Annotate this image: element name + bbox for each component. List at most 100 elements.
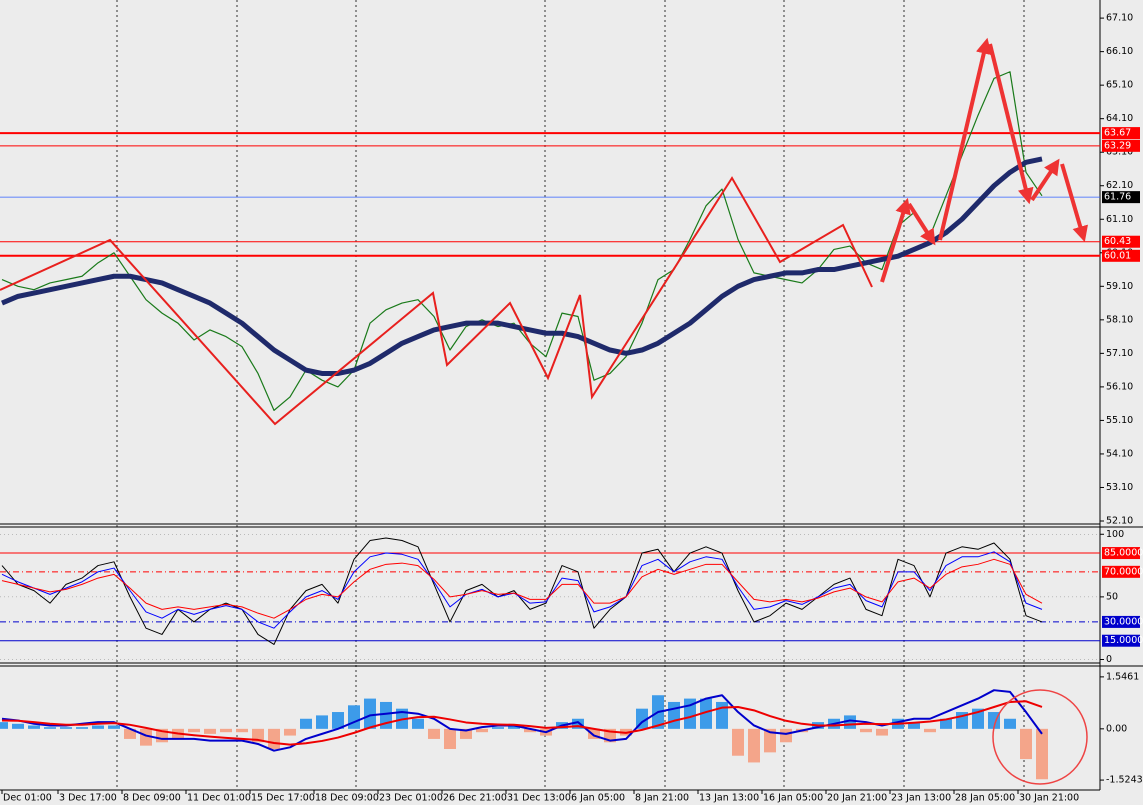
series-line (1, 558, 1043, 619)
y-tick-label: 65.10 (1106, 80, 1133, 91)
level-label-box (1102, 127, 1140, 140)
x-tick-label: 26 Dec 21:00 (443, 793, 507, 804)
histogram-bar (508, 725, 520, 729)
y-tick-label: 58.10 (1106, 314, 1133, 325)
y-tick-label: 50 (1106, 591, 1118, 602)
histogram-bar (108, 725, 120, 729)
histogram-bar (1036, 728, 1048, 780)
histogram-bar (780, 728, 792, 743)
histogram-bar (348, 705, 360, 729)
histogram-bar (908, 722, 920, 729)
level-label-box (1102, 565, 1140, 578)
histogram-bar (284, 728, 296, 736)
histogram-bar (1020, 728, 1032, 760)
y-tick-label: 59.10 (1106, 281, 1133, 292)
highlight-circle (992, 689, 1088, 785)
histogram-bar (732, 728, 744, 756)
histogram-bar (700, 698, 712, 729)
histogram-bar (444, 728, 456, 750)
x-tick-label: 23 Dec 01:00 (379, 793, 443, 804)
y-tick-label: 61.10 (1106, 214, 1133, 225)
level-label-box (1102, 235, 1140, 248)
histogram-bar (924, 728, 936, 733)
histogram-bar (716, 701, 728, 729)
period-separators (116, 0, 1025, 790)
y-tick-label: 55.10 (1106, 415, 1133, 426)
y-tick-label: 100 (1106, 529, 1124, 540)
plots: 52.10 53.10 54.10 55.10 56.10 57.10 58.10 59.10… (0, 13, 1143, 804)
y-tick-label: 53.10 (1106, 482, 1133, 493)
x-tick-label: 6 Jan 05:00 (571, 793, 625, 804)
histogram-bar (636, 708, 648, 729)
histogram-bar (268, 728, 280, 750)
level-label: 60.01 (1104, 250, 1131, 261)
x-tick-label: 3 Dec 17:00 (59, 793, 117, 804)
histogram-bar (668, 701, 680, 729)
x-tick-label: 30 Jan 21:00 (1019, 793, 1079, 804)
x-tick-label: 16 Jan 05:00 (763, 793, 823, 804)
series-line (1, 700, 1043, 746)
histogram-bar (1004, 718, 1016, 729)
histogram-bar (188, 728, 200, 733)
y-tick-label: 63.10 (1106, 147, 1133, 158)
histogram-bar (12, 723, 24, 729)
level-label: 63.29 (1104, 140, 1131, 151)
y-tick-label: 0 (1106, 654, 1112, 665)
histogram-bar (44, 727, 56, 729)
histogram-bar (876, 728, 888, 736)
histogram-bar (860, 728, 872, 733)
x-tick-label: 11 Dec 01:00 (187, 793, 251, 804)
histogram-bar (140, 728, 152, 746)
x-tick-label: 28 Jan 05:00 (955, 793, 1015, 804)
histogram-bar (76, 727, 88, 729)
y-tick-label: 62.10 (1106, 180, 1133, 191)
histogram-bar (124, 728, 136, 739)
histogram-bar (28, 725, 40, 729)
y-tick-label: -1.5243 (1106, 775, 1143, 786)
y-tick-label: 66.10 (1106, 46, 1133, 57)
x-tick-label: Dec 01:00 (3, 793, 52, 804)
series-line (1, 537, 1043, 645)
level-label-box (1102, 191, 1140, 204)
x-tick-label: 15 Dec 17:00 (251, 793, 315, 804)
histogram-bar (588, 728, 600, 739)
level-label: 70.0000 (1104, 566, 1143, 577)
histogram-bar (988, 712, 1000, 729)
series-line (1, 689, 1043, 752)
x-tick-label: 31 Dec 13:00 (507, 793, 571, 804)
histogram-bar (204, 728, 216, 734)
histogram-bar (236, 728, 248, 733)
x-tick-label: 23 Jan 13:00 (891, 793, 951, 804)
x-tick-label: 13 Jan 13:00 (699, 793, 759, 804)
y-tick-label: 64.10 (1106, 113, 1133, 124)
annotations (0, 37, 1088, 785)
histogram-bar (572, 718, 584, 729)
arrows (880, 37, 1088, 283)
level-label-box (1102, 634, 1140, 647)
histogram-bar (316, 715, 328, 729)
level-label: 85.0000 (1104, 548, 1143, 559)
x-tick-label: 18 Dec 09:00 (315, 793, 379, 804)
histogram-bar (492, 727, 504, 729)
histogram-bar (60, 727, 72, 729)
y-tick-label: 67.10 (1106, 13, 1133, 24)
level-label: 30.0000 (1104, 616, 1143, 627)
histogram-bar (476, 728, 488, 733)
level-label-box (1102, 547, 1140, 560)
level-label: 60.43 (1104, 236, 1131, 247)
histogram-bar (524, 728, 536, 733)
histogram-bar (748, 728, 760, 763)
zigzag (0, 176, 873, 426)
y-tick-label: 54.10 (1106, 448, 1133, 459)
y-tick-label: 0.00 (1106, 723, 1127, 734)
level-label-box (1102, 615, 1140, 628)
level-label: 15.0000 (1104, 635, 1143, 646)
y-tick-label: 1.5461 (1106, 671, 1139, 682)
histogram-bar (332, 712, 344, 729)
histogram-bar (300, 718, 312, 729)
level-label-box (1102, 139, 1140, 152)
histogram-bar (412, 718, 424, 729)
